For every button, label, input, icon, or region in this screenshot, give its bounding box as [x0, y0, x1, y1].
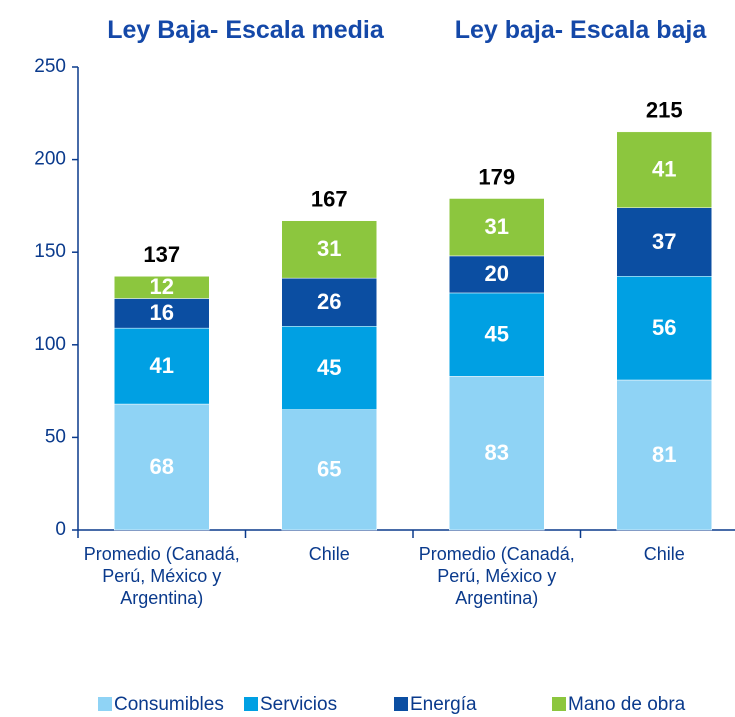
x-tick-label: Promedio (Canadá, Perú, México y Argenti…: [83, 544, 240, 608]
bar-segment: [281, 277, 377, 327]
value-label: 41: [150, 353, 174, 378]
bar-segment: [616, 276, 712, 381]
bar-segment: [449, 255, 545, 294]
group-title: Ley Baja- Escala media: [107, 16, 384, 44]
bar-segment: [114, 403, 210, 531]
value-label: 20: [485, 261, 509, 286]
value-label: 81: [652, 442, 676, 467]
y-tick-label: 100: [34, 334, 66, 355]
bar-segment: [281, 326, 377, 410]
legend-swatch: [394, 697, 408, 711]
bar-segment: [281, 409, 377, 531]
value-label: 83: [485, 440, 509, 465]
y-tick-label: 250: [34, 56, 66, 77]
total-label: 215: [646, 98, 683, 123]
value-label: 12: [150, 274, 174, 299]
total-label: 137: [143, 242, 180, 267]
bar-segment: [616, 207, 712, 277]
bar-segment: [616, 131, 712, 209]
bar-segment: [281, 220, 377, 279]
group-title: Ley baja- Escala baja: [454, 16, 707, 44]
legend-label: Servicios: [260, 694, 337, 715]
y-tick-label: 0: [55, 519, 66, 540]
legend-label: Consumibles: [114, 694, 224, 715]
x-tick-label: Promedio (Canadá, Perú, México y Argenti…: [418, 544, 575, 608]
x-tick-label: Chile: [643, 544, 685, 564]
legend-swatch: [552, 697, 566, 711]
legend-label: Energía: [410, 694, 477, 715]
legend-swatch: [98, 697, 112, 711]
bar-segment: [449, 376, 545, 531]
legend-label: Mano de obra: [568, 694, 686, 715]
total-label: 179: [478, 164, 515, 189]
legend-swatch: [244, 697, 258, 711]
value-label: 45: [317, 355, 341, 380]
y-tick-label: 50: [45, 426, 66, 447]
value-label: 16: [150, 300, 174, 325]
value-label: 26: [317, 289, 341, 314]
total-label: 167: [311, 187, 348, 212]
value-label: 31: [317, 236, 341, 261]
value-label: 37: [652, 229, 676, 254]
bar-segment: [449, 198, 545, 257]
value-label: 31: [485, 214, 509, 239]
bar-segment: [114, 276, 210, 299]
value-label: 45: [485, 321, 509, 346]
y-tick-label: 200: [34, 149, 66, 170]
value-label: 68: [150, 454, 174, 479]
bar-segment: [616, 379, 712, 531]
bar-segment: [449, 292, 545, 377]
value-label: 56: [652, 315, 676, 340]
value-label: 65: [317, 457, 341, 482]
y-tick-label: 150: [34, 241, 66, 262]
value-label: 41: [652, 157, 676, 182]
x-tick-label: Chile: [308, 544, 350, 564]
bar-segment: [114, 327, 210, 405]
